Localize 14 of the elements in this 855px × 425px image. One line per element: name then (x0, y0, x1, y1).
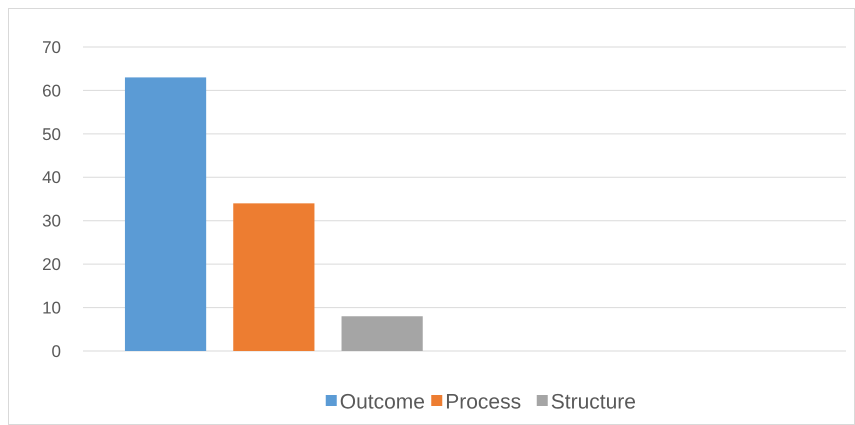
legend-label: Structure (550, 390, 636, 414)
y-tick-label: 10 (42, 298, 61, 318)
bar (124, 77, 206, 351)
y-tick-label: 70 (42, 38, 61, 57)
y-tick-label: 50 (42, 124, 61, 144)
legend-label: Outcome (340, 390, 425, 414)
bar (342, 316, 423, 351)
y-tick-label: 0 (52, 342, 61, 361)
y-tick-label: 20 (42, 255, 61, 274)
y-tick-label: 30 (42, 212, 61, 231)
y-tick-label: 40 (42, 168, 61, 188)
y-tick-label: 60 (42, 81, 61, 100)
legend-label: Process (445, 390, 522, 414)
bar (233, 203, 314, 351)
